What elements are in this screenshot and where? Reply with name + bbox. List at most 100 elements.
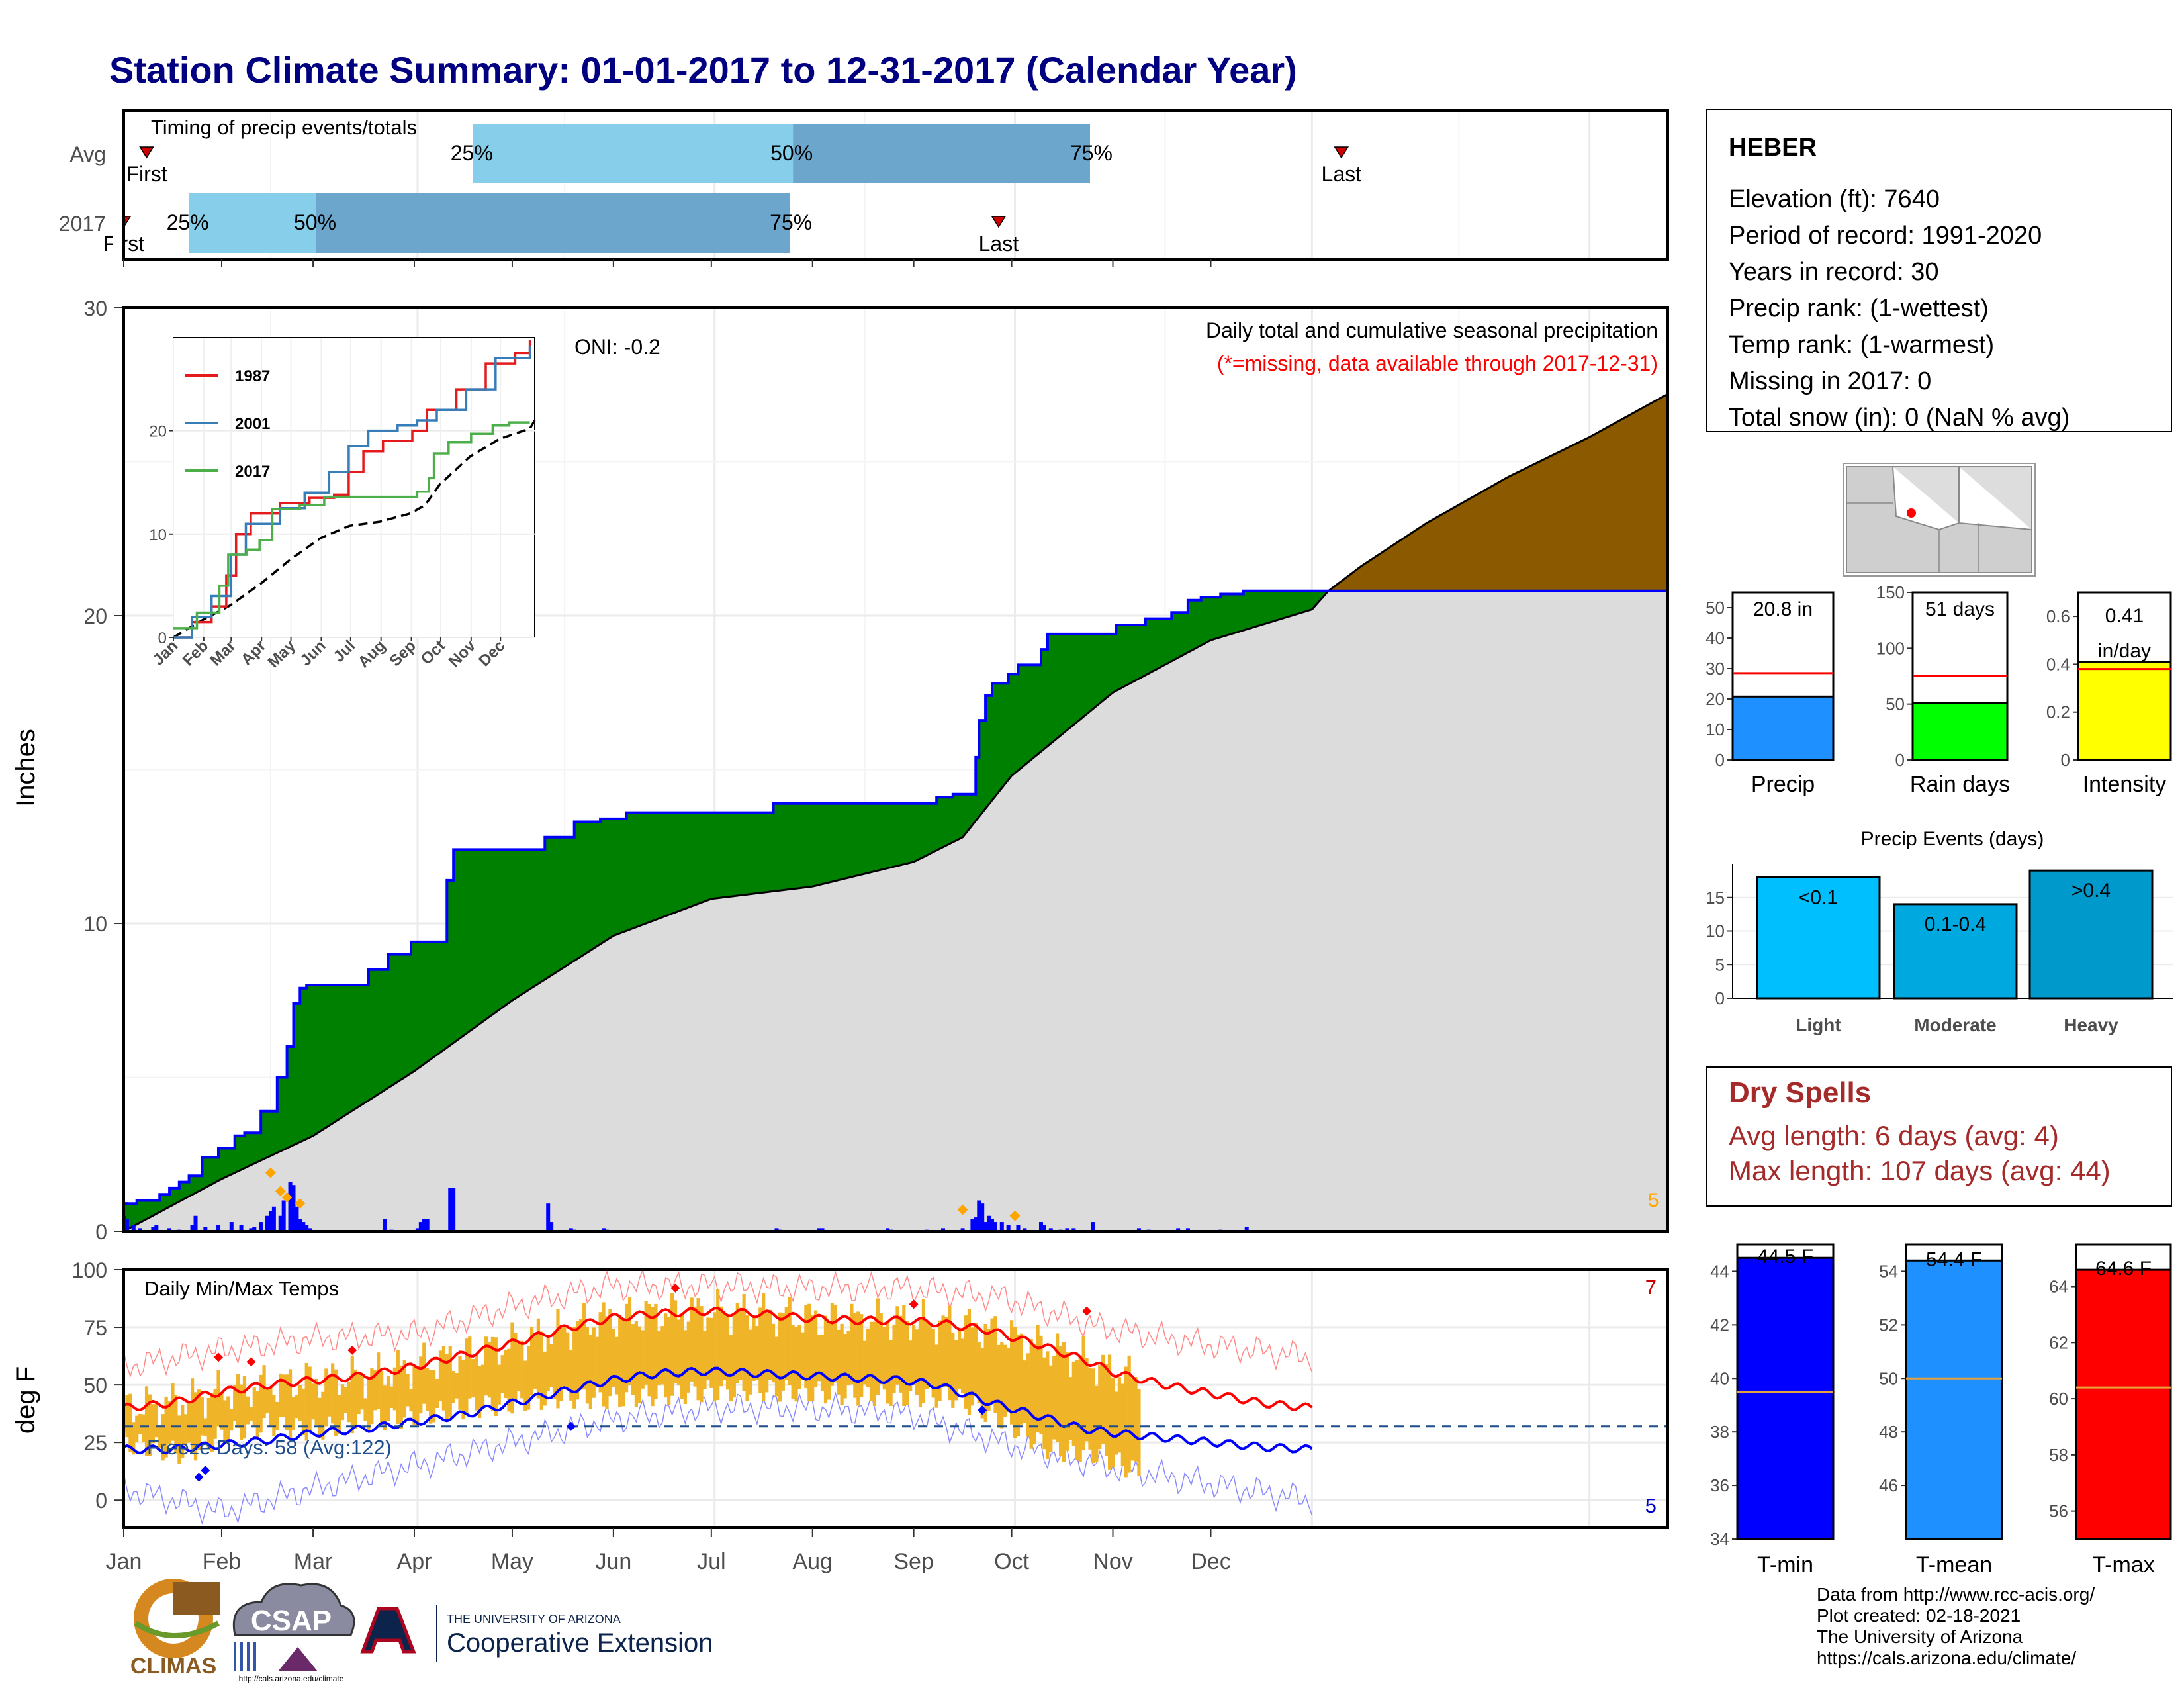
daily-temp-bar	[1105, 1364, 1109, 1456]
gauge-y-tick-label: 0	[1895, 750, 1905, 770]
daily-precip-bar	[974, 1217, 978, 1231]
temp-y-axis-label: deg F	[11, 1366, 40, 1434]
daily-temp-bar	[1000, 1341, 1004, 1429]
daily-temp-bar	[553, 1331, 557, 1399]
daily-temp-bar	[556, 1309, 560, 1409]
credits: Data from http://www.rcc-acis.org/ Plot …	[1817, 1584, 2095, 1668]
daily-temp-bar	[367, 1380, 371, 1431]
daily-temp-bar	[983, 1324, 987, 1423]
dry-spells-box: Dry Spells Avg length: 6 days (avg: 4) M…	[1706, 1066, 2172, 1207]
daily-temp-bar	[863, 1340, 867, 1385]
daily-temp-bar	[396, 1350, 400, 1425]
daily-temp-bar	[1095, 1385, 1099, 1463]
daily-temp-bar	[246, 1396, 250, 1425]
events-bar-label: 0.1-0.4	[1925, 914, 1986, 935]
month-axis: Jan Feb Mar Apr May Jun Jul Aug Sep Oct Nov Dec	[106, 259, 1231, 1574]
daily-temp-bar	[272, 1395, 276, 1436]
tbar-y-tick-label: 46	[1879, 1476, 1898, 1495]
timing-q25-label: 25%	[451, 141, 493, 165]
record-high-marker	[1082, 1306, 1092, 1316]
temp-y-tick-label: 0	[95, 1489, 107, 1513]
daily-temp-bar	[1117, 1377, 1121, 1453]
daily-temp-bar	[546, 1338, 550, 1391]
daily-temp-bar	[958, 1330, 962, 1389]
daily-temp-bar	[918, 1317, 923, 1407]
daily-temp-bar	[713, 1312, 717, 1401]
daily-temp-bar	[814, 1310, 818, 1387]
daily-temp-bar	[399, 1365, 403, 1429]
daily-temp-bar	[527, 1346, 531, 1410]
daily-precip-bar	[131, 1225, 136, 1231]
daily-temp-bar	[451, 1370, 455, 1403]
daily-temp-bar	[141, 1414, 146, 1443]
tbar-y-tick-label: 36	[1710, 1476, 1729, 1495]
summary-gauges: 0 10 20 30 40 50 20.8 in Precip 0 50 100 150 51 days…	[1706, 583, 2172, 797]
daily-temp-bar	[647, 1303, 651, 1397]
tbar-bar	[1736, 1256, 1835, 1540]
daily-temp-bar	[262, 1365, 266, 1418]
inset-frame	[173, 337, 535, 638]
tbar-bar	[2075, 1268, 2172, 1540]
daily-temp-bar	[389, 1386, 394, 1409]
record-low-count: 5	[1645, 1494, 1657, 1517]
daily-temp-bar	[1107, 1354, 1112, 1470]
daily-temp-bar	[1114, 1391, 1118, 1455]
daily-temp-bar	[811, 1315, 815, 1401]
daily-temp-bar	[716, 1289, 720, 1401]
daily-temp-bar	[974, 1323, 978, 1396]
timing-q75-label: 75%	[1070, 141, 1113, 165]
tbar-y-tick-label: 50	[1879, 1368, 1898, 1388]
month-label: Mar	[294, 1549, 333, 1574]
daily-temp-bar	[882, 1327, 886, 1390]
station-location-dot	[1907, 508, 1916, 518]
tbar-title: 44.5 F	[1757, 1246, 1813, 1268]
y-tick-label: 10	[83, 912, 107, 936]
precip-missing-note: (*=missing, data available through 2017-…	[1217, 352, 1658, 375]
daily-temp-bar	[197, 1389, 201, 1450]
daily-precip-bar	[151, 1227, 156, 1231]
daily-temp-bar	[941, 1315, 945, 1388]
daily-temp-bar	[441, 1346, 445, 1411]
tbar-label: T-min	[1757, 1552, 1813, 1577]
daily-precip-bar	[229, 1222, 234, 1231]
events-bar	[2028, 869, 2154, 1000]
daily-precip-bar	[980, 1203, 985, 1231]
daily-temp-bar	[314, 1378, 318, 1425]
daily-precip-bar	[1136, 1228, 1141, 1231]
month-label: Sep	[893, 1549, 934, 1574]
daily-precip-bar	[295, 1206, 299, 1231]
precip-events-chart: Precip Events (days) 0 5 10 15 <0.1 Light 0.1-0…	[1706, 828, 2173, 1035]
daily-temp-bar	[801, 1332, 805, 1380]
gauge-y-tick-label: 0	[1715, 750, 1725, 770]
daily-temp-bar	[174, 1395, 178, 1454]
daily-temp-bar	[925, 1320, 929, 1389]
daily-temp-bar	[664, 1313, 668, 1398]
daily-precip-bar	[425, 1219, 430, 1231]
daily-temp-bar	[954, 1339, 958, 1401]
credit-line: Plot created: 02-18-2021	[1817, 1605, 2021, 1626]
daily-temp-bar	[1071, 1361, 1075, 1446]
daily-temp-bar	[889, 1340, 893, 1406]
daily-temp-bar	[837, 1329, 841, 1395]
daily-temp-bar	[575, 1321, 580, 1400]
daily-temp-bar	[1091, 1368, 1095, 1464]
daily-temp-bar	[184, 1414, 188, 1446]
daily-temp-bar	[311, 1383, 315, 1420]
daily-temp-bar	[438, 1350, 443, 1401]
daily-temp-bar	[627, 1297, 632, 1386]
daily-temp-bar	[569, 1350, 573, 1401]
daily-temp-bar	[1052, 1356, 1056, 1440]
marker-diamond	[275, 1186, 286, 1197]
record-high-marker	[347, 1345, 357, 1355]
daily-precip-bar	[288, 1182, 293, 1231]
daily-temp-bar	[657, 1331, 661, 1385]
tbar-y-tick-label: 56	[2049, 1501, 2068, 1521]
gauge-y-tick-label: 10	[1706, 720, 1725, 739]
daily-temp-bar	[1058, 1346, 1063, 1457]
gauge-y-tick-label: 150	[1876, 583, 1905, 602]
daily-temp-bar	[308, 1366, 312, 1430]
daily-temp-bar	[585, 1327, 589, 1404]
daily-precip-bar	[138, 1228, 142, 1231]
credit-line: The University of Arizona	[1817, 1626, 2023, 1647]
